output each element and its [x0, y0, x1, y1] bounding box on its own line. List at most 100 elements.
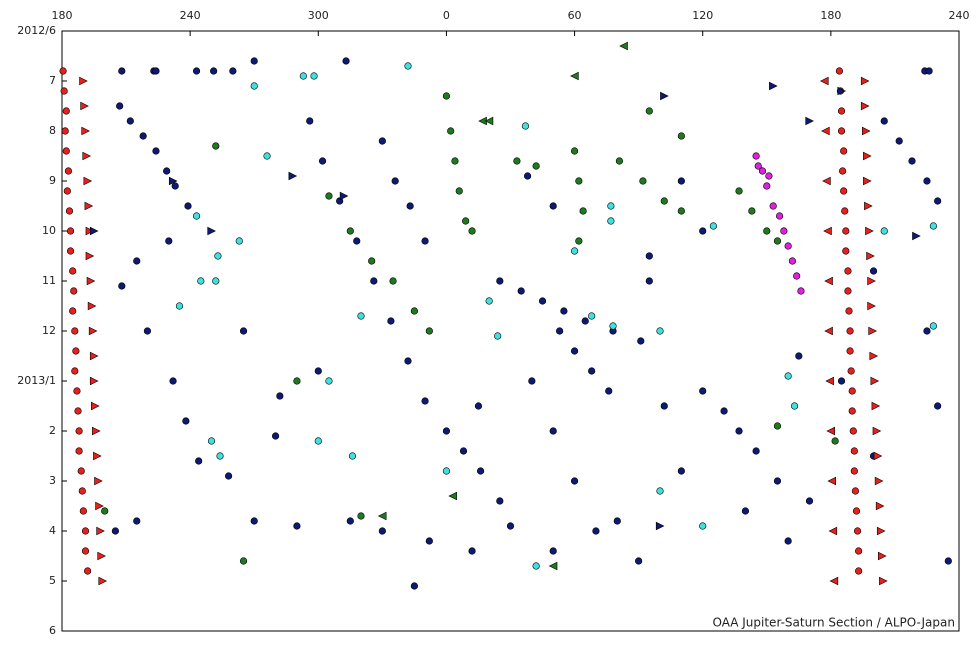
y-tick-label: 4 [49, 524, 56, 537]
data-point [867, 276, 876, 286]
data-point [923, 327, 931, 335]
data-point [872, 426, 882, 436]
data-point [442, 92, 451, 100]
data-point [80, 101, 89, 111]
data-point [842, 227, 850, 235]
data-point [605, 387, 613, 395]
data-point [377, 511, 387, 521]
data-point [549, 427, 557, 435]
data-point [442, 427, 451, 435]
data-point [532, 162, 540, 170]
data-point [87, 301, 97, 311]
data-point [790, 402, 799, 410]
data-point [91, 401, 100, 411]
data-point [775, 212, 784, 220]
data-point [823, 226, 832, 236]
data-point [171, 182, 179, 190]
data-point [880, 117, 888, 125]
y-tick-label: 9 [49, 174, 56, 187]
data-point [425, 537, 433, 545]
data-point [908, 157, 916, 165]
y-tick-label: 2 [49, 424, 56, 437]
x-tick-label: 300 [308, 9, 329, 22]
data-point [214, 252, 222, 260]
data-point [210, 67, 218, 75]
data-point [276, 392, 284, 400]
data-point [851, 487, 860, 495]
data-point [784, 372, 792, 380]
data-point [853, 527, 862, 535]
data-point [98, 576, 108, 586]
data-point [852, 507, 861, 515]
data-point [72, 347, 80, 355]
data-point [78, 487, 86, 495]
data-point [805, 116, 814, 126]
data-point [575, 177, 583, 185]
data-point [523, 172, 532, 180]
data-point [895, 137, 903, 145]
data-point [89, 376, 99, 386]
data-point [447, 127, 455, 135]
data-point [923, 177, 931, 185]
data-point [765, 172, 773, 180]
data-point [96, 526, 105, 536]
data-point [139, 132, 147, 140]
data-point [197, 277, 205, 285]
data-point [845, 307, 853, 315]
data-point [822, 176, 831, 186]
data-point [79, 507, 87, 515]
data-point [346, 227, 354, 235]
data-point [81, 547, 90, 555]
data-point [866, 251, 875, 261]
data-point [62, 147, 70, 155]
data-point [66, 227, 75, 235]
data-point [841, 207, 849, 215]
data-point [784, 242, 792, 250]
data-point [207, 226, 216, 236]
data-point [133, 257, 141, 265]
data-point [532, 562, 540, 570]
data-point [645, 107, 653, 115]
data-point [741, 507, 750, 515]
data-point [855, 547, 863, 555]
data-point [607, 202, 615, 210]
data-point [406, 202, 414, 210]
data-point [528, 377, 536, 385]
data-point [829, 576, 839, 586]
data-point [846, 327, 854, 335]
data-point [828, 526, 838, 536]
data-point [560, 307, 568, 315]
data-point [404, 62, 412, 70]
data-point [844, 267, 852, 275]
data-point [850, 447, 858, 455]
data-point [192, 212, 201, 220]
data-point [840, 147, 848, 155]
data-point [645, 252, 653, 260]
data-point [769, 81, 778, 91]
data-point [819, 76, 829, 86]
data-point [793, 272, 801, 280]
data-point [459, 447, 468, 455]
data-point [850, 467, 858, 475]
data-point [143, 327, 152, 335]
data-point [250, 82, 258, 90]
data-point [575, 237, 583, 245]
data-point [310, 72, 318, 80]
data-point [95, 501, 104, 511]
data-point [93, 451, 102, 461]
x-tick-label: 240 [949, 9, 970, 22]
data-point [912, 231, 921, 241]
data-point [224, 472, 233, 480]
data-point [216, 452, 224, 460]
data-point [934, 402, 942, 410]
data-point [699, 387, 707, 395]
y-tick-label: 5 [49, 574, 56, 587]
data-point [192, 67, 201, 75]
data-point [549, 202, 557, 210]
data-point [81, 527, 90, 535]
data-point [378, 137, 386, 145]
data-point [357, 512, 365, 520]
data-point [404, 357, 412, 365]
data-point [863, 151, 872, 161]
